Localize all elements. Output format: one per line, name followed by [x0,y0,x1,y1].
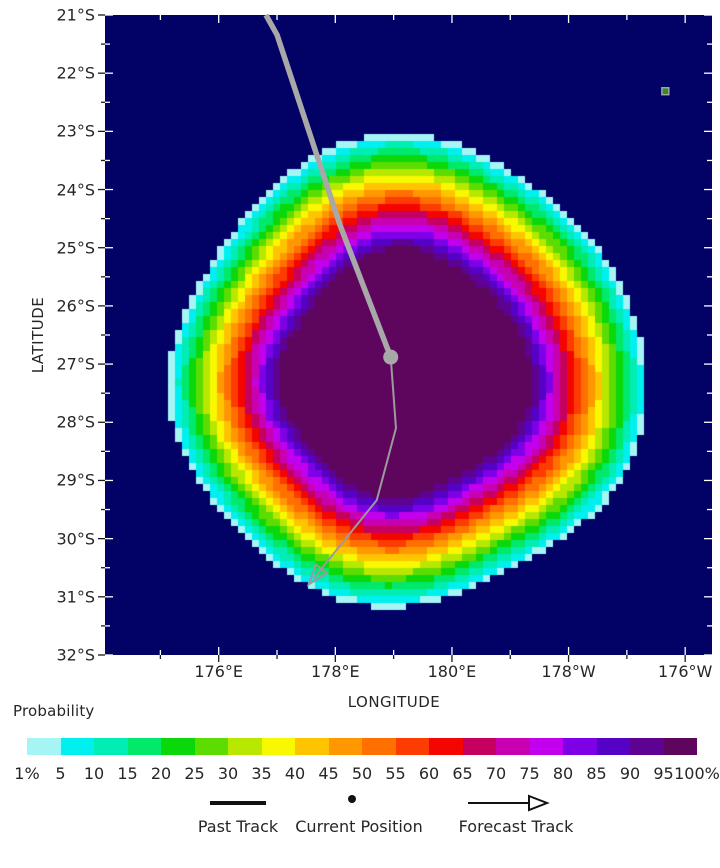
colorbar-segment [596,738,630,755]
y-tick-label: 26°S [56,296,95,316]
colorbar-segment [663,738,697,755]
colorbar-tick-label: 25 [184,764,205,783]
y-tick-label: 27°S [56,354,95,374]
y-tick-label: 23°S [56,121,95,141]
colorbar-segment [496,738,530,755]
colorbar-segment [429,738,463,755]
x-axis-title: LONGITUDE [347,693,441,711]
colorbar-segment [60,738,94,755]
colorbar-tick-label: 35 [251,764,272,783]
colorbar-tick-label: 85 [586,764,607,783]
colorbar-segment [27,738,61,755]
colorbar-segment [563,738,597,755]
colorbar-segment [328,738,362,755]
legend-label-forecast-track: Forecast Track [458,817,574,836]
past-track-line [263,13,394,359]
current-position-legend-icon [348,795,356,803]
forecast-arrowhead-icon [306,562,329,587]
y-tick-label: 21°S [56,5,95,25]
colorbar-segment [161,738,195,755]
colorbar-tick-label: 100% [674,764,720,783]
x-tick-label: 176°E [194,662,244,681]
y-tick-label: 31°S [56,587,95,607]
colorbar-tick-label: 90 [619,764,641,783]
legend-label-past-track: Past Track [197,817,279,836]
colorbar-segment [194,738,228,755]
colorbar-tick-label: 30 [217,764,239,783]
colorbar-title: Probability [13,702,95,720]
x-tick-label: 180°E [427,662,477,681]
colorbar-segment [295,738,329,755]
colorbar-segment [462,738,496,755]
y-tick-label: 28°S [56,412,95,432]
colorbar-segment [127,738,161,755]
y-tick-label: 25°S [56,238,95,258]
y-tick-label: 32°S [56,645,95,665]
y-tick-label: 22°S [56,63,95,83]
colorbar-segment [261,738,295,755]
colorbar-tick-label: 60 [418,764,440,783]
x-tick-label: 178°W [541,662,596,681]
colorbar-tick-label: 15 [117,764,138,783]
colorbar-tick-label: 95 [653,764,674,783]
y-axis-title: LATITUDE [29,296,47,374]
y-tick-label: 24°S [56,180,95,200]
island-marker [661,87,670,96]
colorbar-tick-label: 70 [485,764,507,783]
colorbar-tick-label: 50 [351,764,373,783]
colorbar-segment [395,738,429,755]
colorbar-tick-label: 45 [318,764,339,783]
colorbar-segment [228,738,262,755]
colorbar-tick-label: 5 [55,764,66,783]
colorbar-tick-label: 55 [385,764,406,783]
x-tick-label: 178°E [310,662,360,681]
forecast-track-line [312,357,397,579]
colorbar-segment [94,738,128,755]
colorbar-segment [529,738,563,755]
colorbar [27,738,697,755]
colorbar-tick-label: 80 [552,764,574,783]
y-tick-label: 29°S [56,470,95,490]
colorbar-tick-label: 75 [519,764,540,783]
forecast-track-legend-arrowhead-icon [528,794,550,812]
probability-field-canvas [105,15,712,655]
colorbar-tick-label: 20 [150,764,172,783]
colorbar-tick-label: 65 [452,764,473,783]
y-tick-label: 30°S [56,529,95,549]
current-position-dot [383,349,399,365]
colorbar-segment [630,738,664,755]
colorbar-tick-label: 40 [284,764,306,783]
x-tick-label: 176°W [657,662,713,681]
colorbar-segment [362,738,396,755]
colorbar-tick-label: 10 [83,764,105,783]
colorbar-tick-label: 1% [14,764,40,783]
legend-label-current-position: Current Position [295,817,423,836]
